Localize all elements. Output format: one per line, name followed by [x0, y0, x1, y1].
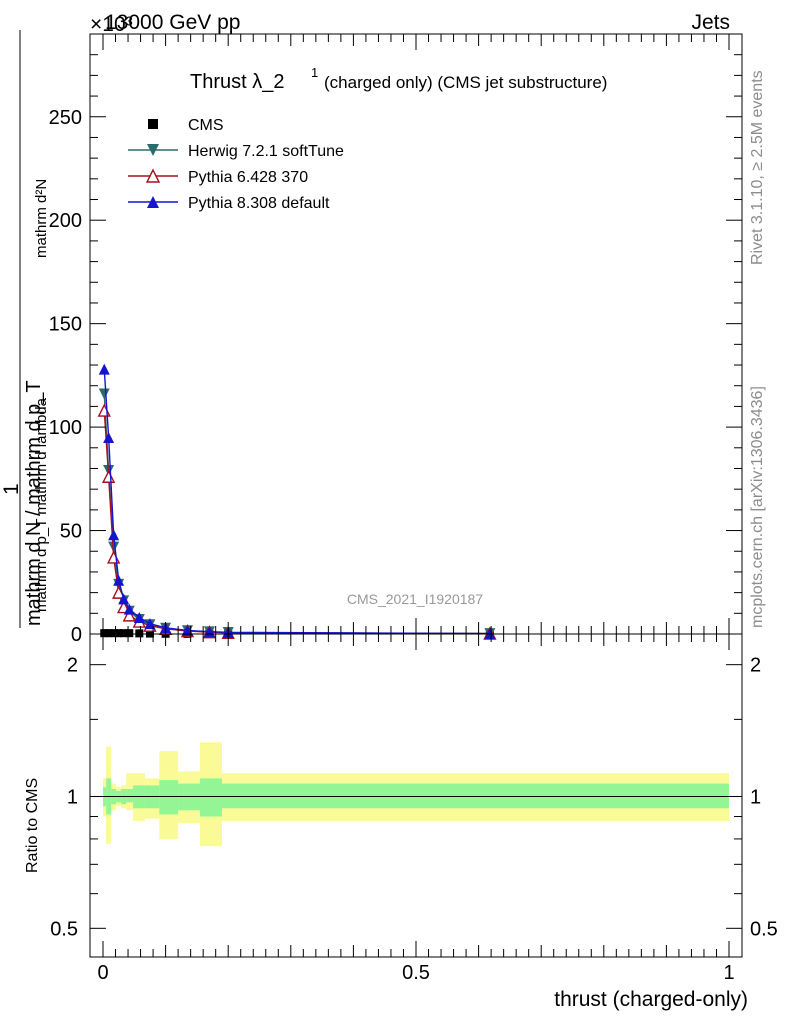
y-exponent-label: ×10³ [90, 13, 133, 36]
legend: CMS Herwig 7.2.1 softTune Pythia 6.428 370… [128, 117, 344, 212]
ratio-band-stat [221, 783, 729, 809]
point-pythia-8-308-default [123, 603, 135, 615]
plot-title: Thrust λ_2 1 (charged only) (CMS jet sub… [190, 65, 607, 93]
title-main: Thrust λ_2 [190, 71, 284, 93]
point-pythia-6-428-370 [122, 608, 136, 622]
ratio-y-tick-label: 0.5 [50, 918, 78, 940]
mcplots-label: mcplots.cern.ch [arXiv:1306.3436] [749, 386, 766, 628]
y-tick-label: 200 [49, 210, 82, 232]
ratio-y-tick-label-right: 1 [750, 786, 761, 808]
legend-label-pythia-6-428-370: Pythia 6.428 370 [188, 169, 308, 186]
legend-marker-pythia-6-428-370 [145, 168, 161, 183]
ratio-y-axis-label: Ratio to CMS [24, 778, 41, 873]
watermark-label: CMS_2021_I1920187 [347, 591, 483, 607]
ylabel-numerator: mathrm d²N [33, 179, 50, 258]
point-pythia-8-308-default [108, 529, 120, 541]
point-herwig-7-2-1-softtune [98, 388, 110, 400]
ratio-y-tick-label: 1 [67, 786, 78, 808]
point-cms [114, 629, 123, 638]
y-tick-label: 150 [49, 314, 82, 336]
x-tick-label: 0.5 [402, 962, 430, 984]
legend-marker-pythia-8-308-default [147, 196, 159, 208]
point-cms [119, 629, 128, 638]
y-tick-label: 0 [71, 624, 82, 646]
point-pythia-8-308-default [113, 574, 125, 586]
ratio-y-tick-label-right: 0.5 [750, 918, 778, 940]
point-cms [100, 629, 109, 638]
y-tick-label: 100 [49, 417, 82, 439]
ylabel-prefix-num: 1 [0, 483, 23, 495]
ratio-y-tick-label: 2 [67, 655, 78, 677]
ratio-band-stat [126, 789, 134, 803]
beam-label: 13000 GeV pp [105, 11, 240, 34]
title-rest: (charged only) (CMS jet substructure) [324, 73, 607, 92]
x-axis-label: thrust (charged-only) [554, 988, 748, 1011]
y-tick-label: 250 [49, 107, 82, 129]
point-pythia-8-308-default [133, 611, 145, 623]
main-y-axis-label: mathrm d²N mathrm d p_T mathrm d lambda … [0, 30, 50, 628]
ratio-band-stat [159, 780, 179, 815]
point-pythia-6-428-370 [102, 469, 116, 483]
main-axes: 0 50 100 150 200 250 [49, 33, 743, 646]
point-pythia-6-428-370 [107, 550, 121, 564]
point-cms [135, 629, 144, 638]
legend-marker-cms [148, 119, 158, 129]
point-pythia-6-428-370 [97, 403, 111, 417]
point-cms [125, 629, 134, 638]
x-tick-label: 1 [723, 962, 734, 984]
point-pythia-8-308-default [98, 363, 110, 375]
point-cms [104, 629, 113, 638]
legend-label-pythia-8-308-default: Pythia 8.308 default [188, 195, 330, 212]
legend-marker-herwig-7-2-1-softtune [147, 144, 159, 156]
point-pythia-8-308-default [118, 593, 130, 605]
process-label: Jets [691, 11, 730, 34]
point-cms [109, 629, 118, 638]
ratio-band-stat [200, 778, 222, 817]
point-pythia-8-308-default [103, 431, 115, 443]
ratio-bands-group [103, 742, 729, 847]
title-superscript: 1 [311, 65, 318, 80]
y-tick-label: 50 [60, 521, 82, 543]
ylabel-denominator: mathrm d p_T mathrm d lambda [33, 397, 50, 612]
legend-label-herwig-7-2-1-softtune: Herwig 7.2.1 softTune [188, 143, 344, 160]
x-tick-label: 0 [97, 962, 108, 984]
legend-label-cms: CMS [188, 117, 224, 134]
rivet-label: Rivet 3.1.10, ≥ 2.5M events [749, 70, 766, 265]
ratio-y-tick-label-right: 2 [750, 655, 761, 677]
ylabel-prefix-den: mathrm d N / mathrm d p_T [23, 380, 45, 626]
ratio-axes: 0 0.5 1 0.5 0.5 1 1 2 2 [50, 633, 778, 984]
